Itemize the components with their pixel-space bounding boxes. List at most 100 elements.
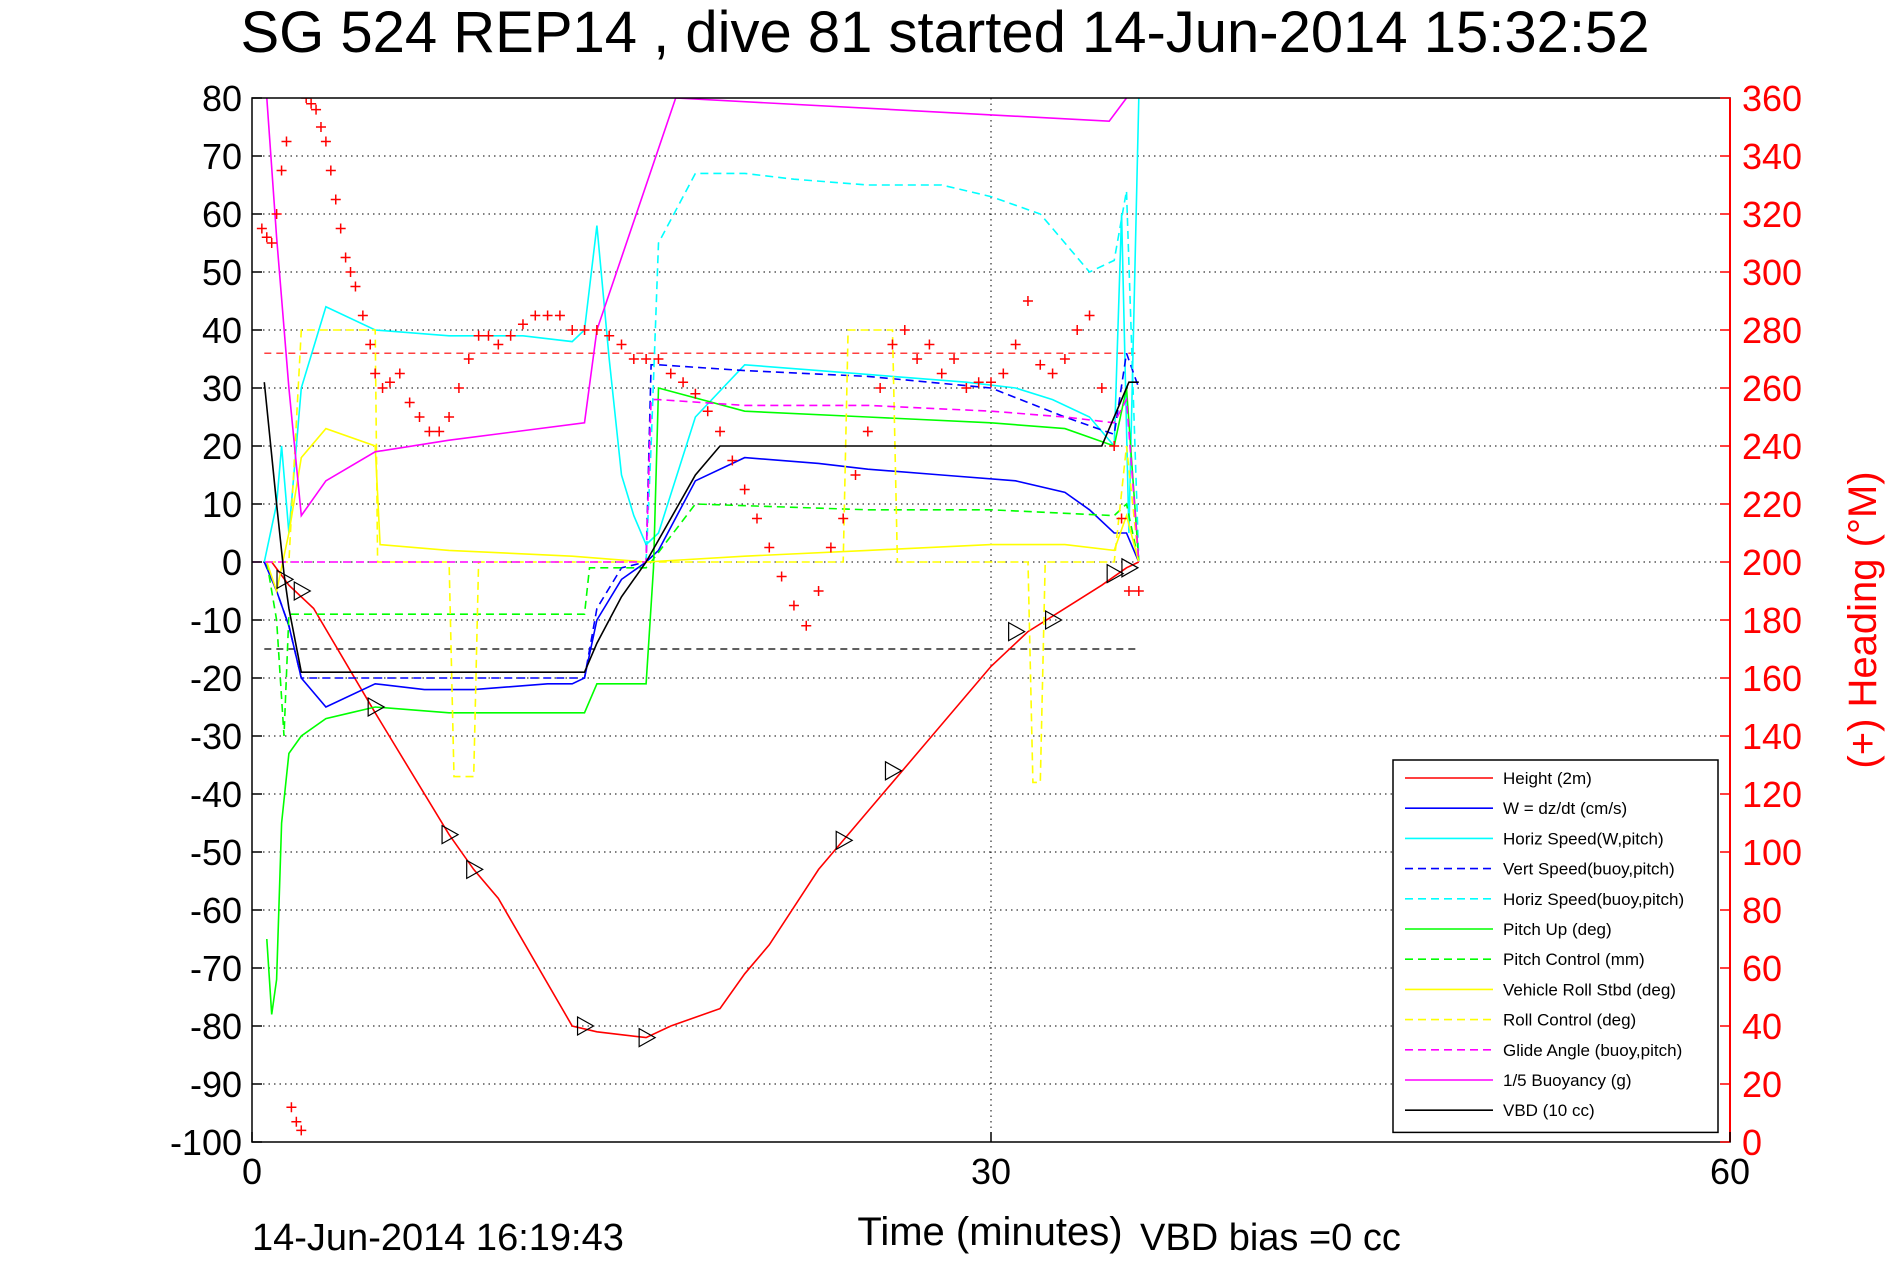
heading-point [1047, 368, 1058, 379]
right-tick-label: 140 [1742, 716, 1802, 757]
right-tick-label: 300 [1742, 252, 1802, 293]
heading-point [628, 354, 639, 364]
heading-point [801, 620, 812, 631]
heading-point [616, 339, 627, 350]
heading-point [912, 354, 923, 364]
triangle-marker [576, 1015, 595, 1037]
heading-point [739, 484, 750, 495]
legend-entry-label: Vert Speed(buoy,pitch) [1503, 860, 1675, 879]
right-tick-label: 260 [1742, 368, 1802, 409]
right-tick-label: 280 [1742, 310, 1802, 351]
right-tick-label: 40 [1742, 1006, 1782, 1047]
heading-point [1022, 296, 1033, 306]
heading-point [256, 223, 267, 234]
right-axis-label: (+) Heading (°M) [1841, 471, 1885, 768]
legend-entry-label: Glide Angle (buoy,pitch) [1503, 1041, 1682, 1060]
heading-point [453, 383, 464, 393]
right-tick-label: 0 [1742, 1122, 1762, 1163]
heading-point [483, 330, 494, 341]
legend: Height (2m) W = dz/dt (cm/s) Horiz Speed(W… [1392, 759, 1719, 1134]
heading-point [567, 325, 578, 335]
heading-point [961, 383, 972, 393]
footer-vbd-bias: VBD bias =0 cc [1140, 1217, 1401, 1259]
heading-point [825, 542, 836, 553]
x-tick-label: 0 [242, 1151, 262, 1192]
heading-point [315, 122, 326, 132]
heading-point [665, 368, 676, 379]
legend-entry-label: Pitch Up (deg) [1503, 920, 1612, 939]
heading-point [320, 136, 331, 147]
heading-point [463, 354, 474, 364]
triangle-marker [1008, 621, 1026, 642]
triangle-marker [367, 696, 386, 718]
right-axis: 3603403203002802602402202001801601401201… [1720, 78, 1802, 1163]
left-axis: 80 70 60 50 40 30 20 10 0 -10 -20 -30 -40 -50 -60 -70 -8… [170, 78, 262, 1163]
left-tick-label: 0 [222, 542, 242, 583]
triangle-marker [276, 569, 295, 590]
heading-point [473, 330, 484, 341]
chart-title: SG 524 REP14 , dive 81 started 14-Jun-20… [240, 0, 1649, 65]
heading-point [727, 455, 738, 466]
series-glide-angle-buoy-pitch [252, 396, 1140, 563]
legend-entry-label: Horiz Speed(W,pitch) [1503, 829, 1664, 848]
heading-point [1133, 586, 1144, 596]
right-tick-label: 200 [1742, 542, 1802, 583]
heading-point [542, 310, 553, 321]
x-axis: 0 30 60 [242, 1132, 1750, 1192]
legend-entry-label: Vehicle Roll Stbd (deg) [1503, 980, 1676, 999]
left-tick-label: 40 [202, 310, 242, 351]
heading-point [973, 377, 984, 388]
heading-point [325, 165, 336, 176]
heading-point [296, 1125, 307, 1136]
left-tick-label: 80 [202, 78, 242, 119]
heading-point [424, 426, 435, 437]
right-tick-label: 20 [1742, 1064, 1782, 1105]
heading-point [311, 104, 322, 115]
right-tick-label: 180 [1742, 600, 1802, 641]
heading-point [764, 542, 775, 553]
heading-point [266, 238, 277, 248]
left-tick-label: -50 [190, 832, 242, 873]
left-tick-label: -30 [190, 716, 242, 757]
series-roll-control-deg [266, 329, 1140, 784]
heading-points [256, 98, 1144, 1136]
legend-entry-label: W = dz/dt (cm/s) [1503, 799, 1627, 818]
heading-point [301, 98, 312, 103]
heading-point [404, 397, 415, 408]
left-tick-label: -90 [190, 1064, 242, 1105]
left-tick-label: 30 [202, 368, 242, 409]
heading-point [591, 325, 602, 335]
heading-point [271, 209, 282, 219]
heading-point [838, 513, 849, 524]
heading-point [370, 368, 381, 379]
left-tick-label: -60 [190, 890, 242, 931]
right-tick-label: 80 [1742, 890, 1782, 931]
series-vbd-10-cc [263, 381, 1139, 674]
heading-point [365, 339, 376, 350]
heading-point [653, 354, 664, 364]
heading-point [862, 426, 873, 437]
heading-point [330, 194, 341, 205]
heading-point [702, 406, 713, 417]
heading-point [998, 368, 1009, 379]
legend-entry-label: VBD (10 cc) [1503, 1101, 1595, 1120]
series-height-2m [271, 561, 1140, 1039]
left-tick-label: -70 [190, 948, 242, 989]
heading-point [434, 426, 445, 437]
heading-point [377, 383, 388, 393]
series-layer [252, 98, 1140, 1039]
heading-point [281, 136, 292, 147]
triangle-marker [1044, 609, 1063, 631]
left-tick-label: -10 [190, 600, 242, 641]
heading-point [384, 377, 395, 388]
heading-point [1072, 325, 1083, 335]
right-tick-label: 340 [1742, 136, 1802, 177]
right-tick-label: 320 [1742, 194, 1802, 235]
legend-entry-label: Pitch Control (mm) [1503, 950, 1645, 969]
heading-point [414, 412, 425, 422]
x-tick-label: 30 [971, 1151, 1011, 1192]
heading-point [776, 571, 787, 582]
heading-point [949, 354, 960, 364]
x-tick-label: 60 [1710, 1151, 1750, 1192]
